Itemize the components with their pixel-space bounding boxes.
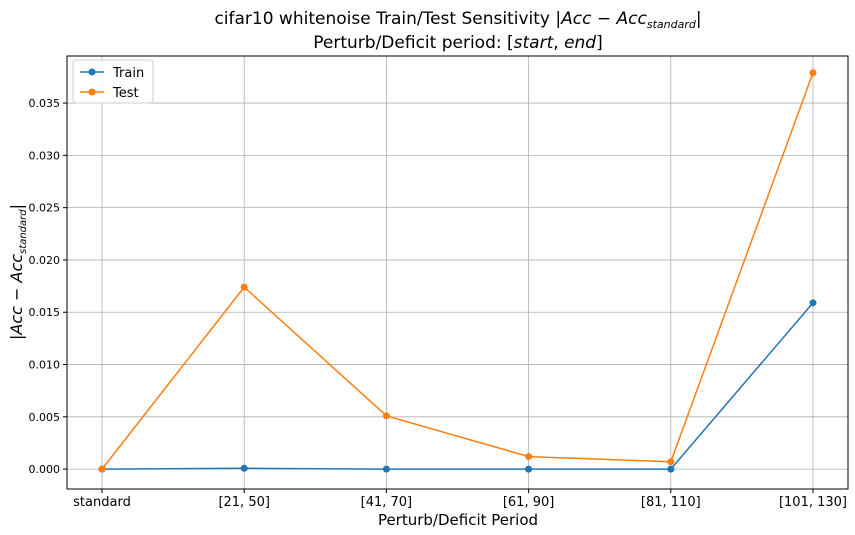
y-axis-label: |Acc − Accstandard| (7, 204, 29, 340)
series-line-test (101, 72, 814, 470)
x-tick-label: [81, 110] (641, 495, 701, 510)
series-points (98, 69, 817, 473)
series-lines (101, 72, 814, 470)
legend-marker-test (88, 88, 96, 96)
y-tick-label: 0.035 (29, 97, 61, 110)
x-axis-ticks: standard [21, 50] [41, 70] [61, 90] [81, 110… (73, 489, 847, 510)
legend: Train Test (72, 59, 154, 104)
data-point-train (240, 464, 248, 472)
x-axis-label: Perturb/Deficit Period (378, 511, 538, 529)
data-point-train (382, 465, 390, 473)
y-tick-label: 0.020 (29, 254, 61, 267)
y-tick-label: 0.025 (29, 202, 61, 215)
data-point-test (382, 412, 390, 420)
series-line-train (101, 302, 814, 470)
plot-frame (66, 55, 849, 490)
data-point-train (809, 299, 817, 307)
data-point-test (98, 465, 106, 473)
data-point-test (525, 453, 533, 461)
y-axis-ticks: 0.000 0.005 0.010 0.015 0.020 0.025 0.030 0.035 (29, 97, 67, 476)
x-tick-label: [41, 70] (361, 495, 413, 510)
data-point-test (809, 69, 817, 77)
chart-title: cifar10 whitenoise Train/Test Sensitivit… (214, 9, 701, 31)
data-point-train (667, 465, 675, 473)
y-tick-label: 0.010 (29, 359, 61, 372)
y-tick-label: 0.015 (29, 306, 61, 319)
y-tick-label: 0.030 (29, 149, 61, 162)
data-point-test (240, 283, 248, 291)
data-point-test (667, 458, 675, 466)
data-point-train (525, 465, 533, 473)
chart-subtitle: Perturb/Deficit period: [start, end] (313, 33, 602, 53)
y-tick-label: 0.005 (29, 411, 61, 424)
legend-label-train: Train (112, 66, 144, 81)
x-tick-label: [21, 50] (218, 495, 270, 510)
x-tick-label: [101, 130] (779, 495, 847, 510)
grid-lines (67, 56, 848, 489)
x-tick-label: [61, 90] (503, 495, 555, 510)
y-tick-label: 0.000 (29, 463, 61, 476)
x-tick-label: standard (73, 495, 131, 510)
legend-label-test: Test (112, 86, 139, 101)
legend-marker-train (88, 68, 96, 76)
